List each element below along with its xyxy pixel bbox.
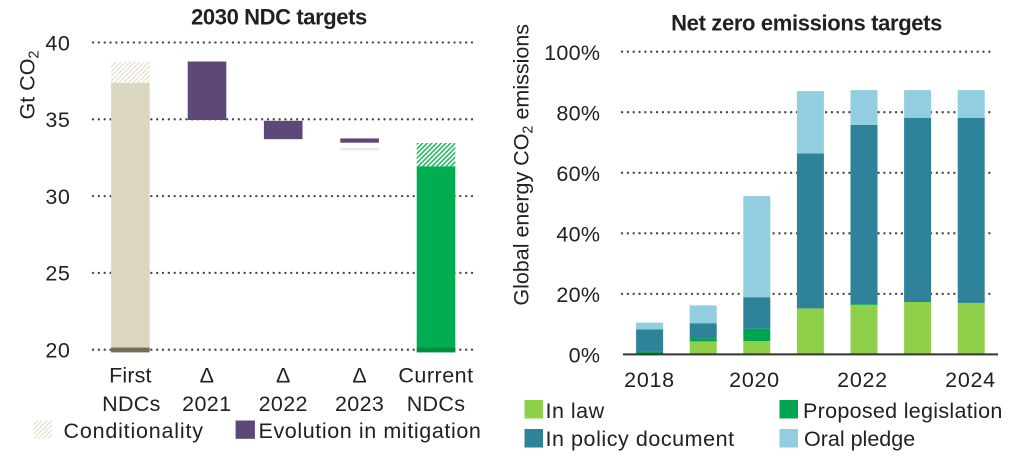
- svg-text:Proposed legislation: Proposed legislation: [803, 399, 1003, 423]
- svg-text:20: 20: [45, 339, 70, 363]
- svg-text:Gt CO2: Gt CO2: [16, 51, 43, 120]
- svg-text:In law: In law: [546, 399, 605, 423]
- svg-text:2021: 2021: [182, 392, 231, 416]
- svg-text:40%: 40%: [556, 222, 600, 246]
- svg-text:40: 40: [45, 31, 70, 55]
- svg-text:In policy document: In policy document: [546, 427, 735, 451]
- svg-text:0%: 0%: [569, 344, 601, 368]
- svg-text:Conditionality: Conditionality: [64, 419, 204, 443]
- svg-text:2020: 2020: [729, 368, 780, 392]
- svg-text:Δ: Δ: [200, 364, 214, 388]
- svg-text:Δ: Δ: [352, 364, 366, 388]
- svg-text:Global energy CO2 emissions: Global energy CO2 emissions: [510, 24, 537, 306]
- svg-text:2022: 2022: [259, 392, 308, 416]
- svg-text:2018: 2018: [624, 368, 675, 392]
- svg-text:NDCs: NDCs: [407, 392, 466, 416]
- svg-text:80%: 80%: [556, 101, 600, 125]
- svg-text:2024: 2024: [945, 368, 996, 392]
- svg-text:30: 30: [45, 185, 70, 209]
- svg-text:20%: 20%: [556, 283, 600, 307]
- svg-text:First: First: [109, 364, 152, 388]
- svg-text:2023: 2023: [335, 392, 384, 416]
- svg-text:35: 35: [45, 108, 70, 132]
- svg-text:25: 25: [45, 262, 70, 286]
- svg-text:100%: 100%: [544, 41, 600, 65]
- svg-text:2022: 2022: [837, 368, 888, 392]
- svg-text:60%: 60%: [556, 162, 600, 186]
- svg-text:Oral pledge: Oral pledge: [804, 427, 915, 451]
- svg-text:Δ: Δ: [276, 364, 290, 388]
- svg-text:2030 NDC targets: 2030 NDC targets: [191, 4, 367, 29]
- svg-text:Evolution in mitigation: Evolution in mitigation: [259, 419, 482, 443]
- svg-text:Current: Current: [398, 364, 473, 388]
- svg-text:Net zero emissions targets: Net zero emissions targets: [671, 11, 942, 36]
- svg-text:NDCs: NDCs: [102, 392, 161, 416]
